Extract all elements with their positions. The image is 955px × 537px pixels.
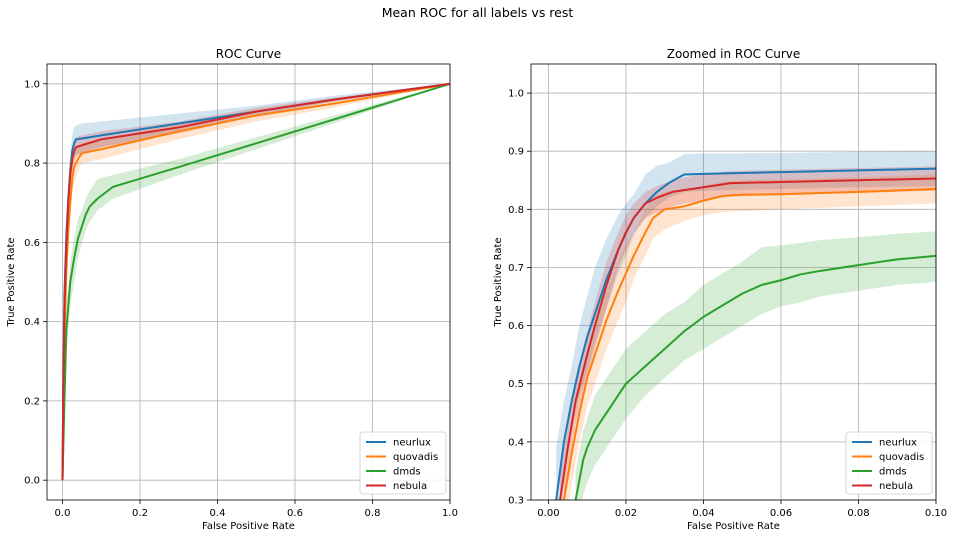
- chart-title: ROC Curve: [216, 47, 281, 61]
- y-tick-label: 0.8: [508, 205, 524, 216]
- x-tick-label: 0.00: [537, 508, 559, 519]
- x-tick-label: 0.2: [132, 508, 148, 519]
- axes-frame: [46, 63, 451, 501]
- y-tick-label: 0.5: [508, 379, 524, 390]
- x-tick-label: 0.4: [210, 508, 226, 519]
- y-axis-label: True Positive Rate: [6, 237, 17, 327]
- y-tick-label: 0.4: [24, 317, 40, 328]
- legend-label-dmds: dmds: [393, 467, 421, 478]
- axes-frame: [530, 63, 937, 501]
- x-tick-label: 0.8: [365, 508, 381, 519]
- x-tick-label: 0.08: [847, 508, 869, 519]
- x-axis-label: False Positive Rate: [202, 521, 295, 532]
- legend-label-nebula: nebula: [393, 481, 427, 492]
- x-tick-label: 0.10: [925, 508, 947, 519]
- series-line-nebula: [559, 177, 936, 500]
- chart-panel-1: 0.0 0.2 0.4 0.6 0.8 1.0 0.0 0.2 0.4 0.6 0.8 1.0 ROC …: [6, 47, 458, 532]
- legend: neurlux quovadis dmds nebula: [845, 431, 933, 495]
- x-tick-label: 0.0: [55, 508, 71, 519]
- legend-label-nebula: nebula: [879, 481, 913, 492]
- legend-label-neurlux: neurlux: [879, 438, 917, 449]
- y-tick-label: 0.3: [508, 496, 524, 507]
- series-line-nebula: [61, 82, 450, 481]
- y-tick-label: 0.2: [24, 396, 40, 407]
- y-tick-label: 1.0: [24, 79, 40, 90]
- chart-title: Zoomed in ROC Curve: [667, 47, 801, 61]
- legend-label-dmds: dmds: [879, 467, 907, 478]
- y-tick-label: 0.7: [508, 263, 524, 274]
- series-line-dmds: [574, 254, 936, 500]
- confidence-band-neurlux: [556, 151, 936, 500]
- legend-box: [845, 431, 933, 495]
- confidence-band-neurlux: [62, 83, 450, 481]
- y-tick-label: 1.0: [508, 89, 524, 100]
- y-tick-label: 0.6: [508, 321, 524, 332]
- plot-area: [61, 82, 450, 481]
- y-tick-label: 0.6: [24, 238, 40, 249]
- x-tick-label: 0.04: [692, 508, 714, 519]
- x-axis-label: False Positive Rate: [687, 521, 780, 532]
- y-tick-label: 0.8: [24, 159, 40, 170]
- x-tick-label: 1.0: [442, 508, 458, 519]
- x-tick-label: 0.6: [287, 508, 303, 519]
- x-tick-label: 0.06: [770, 508, 792, 519]
- y-axis-label: True Positive Rate: [493, 237, 504, 327]
- chart-panel-2: 0.00 0.02 0.04 0.06 0.08 0.10 0.3 0.4 0.5 0.6 0.7 0…: [493, 47, 947, 532]
- legend-box: [359, 431, 447, 495]
- legend: neurlux quovadis dmds nebula: [359, 431, 447, 495]
- series-line-quovadis: [562, 187, 936, 500]
- series-line-dmds: [61, 82, 450, 481]
- legend-label-neurlux: neurlux: [393, 438, 431, 449]
- plot-area: [555, 151, 936, 500]
- y-tick-label: 0.9: [508, 147, 524, 158]
- legend-label-quovadis: quovadis: [879, 452, 924, 463]
- y-tick-label: 0.4: [508, 437, 524, 448]
- y-tick-label: 0.0: [24, 476, 40, 487]
- figure-suptitle: Mean ROC for all labels vs rest: [382, 5, 574, 20]
- legend-label-quovadis: quovadis: [393, 452, 438, 463]
- x-tick-label: 0.02: [615, 508, 637, 519]
